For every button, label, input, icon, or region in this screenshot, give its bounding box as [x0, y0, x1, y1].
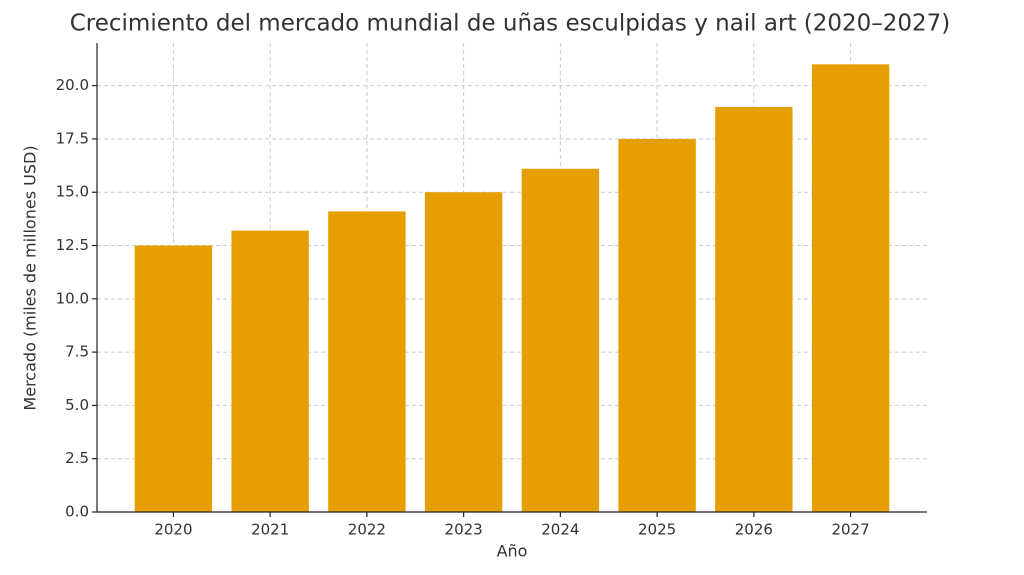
x-tick-label: 2023	[445, 521, 483, 539]
x-tick-label: 2020	[154, 521, 192, 539]
x-tick-label: 2027	[831, 521, 869, 539]
chart-title: Crecimiento del mercado mundial de uñas …	[70, 11, 951, 37]
y-tick-label: 0.0	[65, 503, 89, 521]
bar	[134, 245, 213, 513]
y-tick-label: 2.5	[65, 449, 89, 467]
x-tick-label: 2025	[638, 521, 676, 539]
y-tick-label: 17.5	[56, 129, 89, 147]
y-tick-label: 7.5	[65, 343, 89, 361]
bar	[424, 192, 503, 512]
y-axis-label: Mercado (miles de millones USD)	[21, 145, 40, 410]
bar	[231, 230, 309, 512]
bar	[618, 138, 696, 512]
bar	[521, 168, 600, 512]
x-tick-label: 2026	[735, 521, 773, 539]
y-tick-label: 20.0	[56, 76, 89, 94]
bar	[328, 211, 406, 512]
y-tick-label: 5.0	[65, 396, 89, 414]
x-tick-label: 2021	[251, 521, 289, 539]
x-tick-label: 2022	[348, 521, 386, 539]
bar	[811, 64, 890, 513]
x-tick-label: 2024	[541, 521, 579, 539]
bar	[715, 106, 793, 513]
y-tick-label: 15.0	[56, 183, 89, 201]
x-axis-label: Año	[497, 542, 528, 561]
y-tick-label: 12.5	[56, 236, 89, 254]
y-tick-label: 10.0	[56, 289, 89, 307]
